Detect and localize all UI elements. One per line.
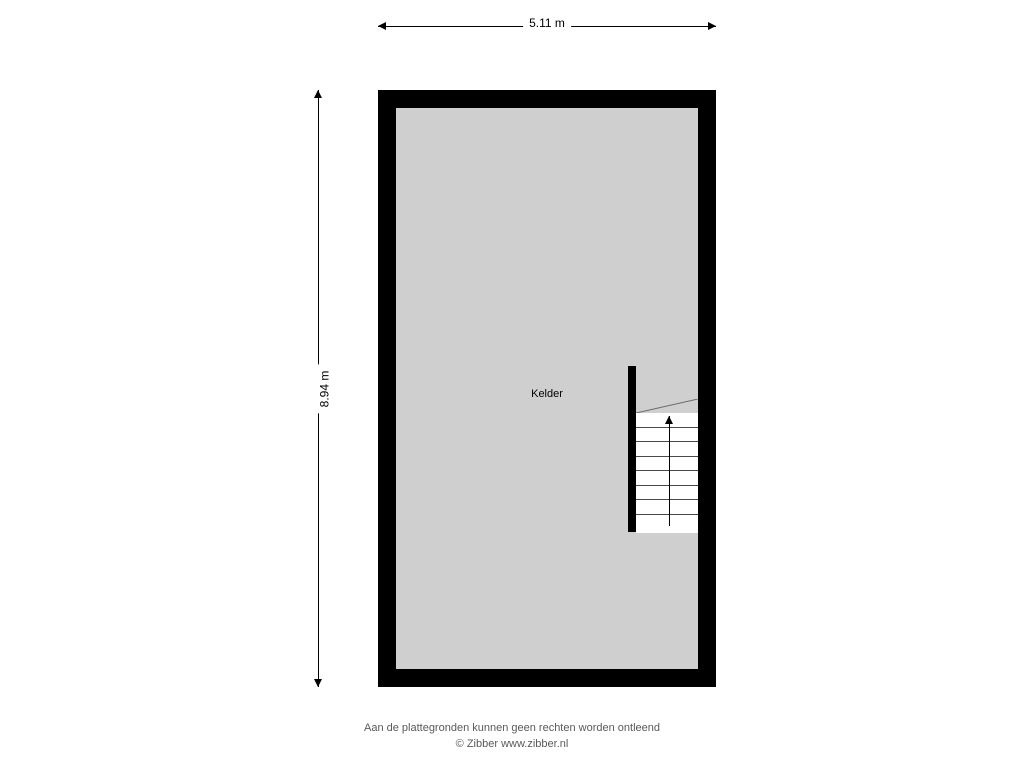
stair-step <box>636 515 698 530</box>
room-outer-wall: Kelder <box>378 90 716 687</box>
footer-line-1: Aan de plattegronden kunnen geen rechten… <box>0 721 1024 736</box>
arrow-left-icon <box>378 22 386 30</box>
dimension-left-label: 8.94 m <box>317 364 331 413</box>
stair-step <box>636 471 698 486</box>
arrow-up-icon <box>314 90 322 98</box>
footer-line-2: © Zibber www.zibber.nl <box>0 737 1024 752</box>
dimension-top-label: 5.11 m <box>523 16 571 30</box>
footer: Aan de plattegronden kunnen geen rechten… <box>0 721 1024 752</box>
room-label: Kelder <box>531 388 563 400</box>
room-floor: Kelder <box>396 108 698 669</box>
stair-partition-wall <box>628 366 636 532</box>
floorplan-canvas: 5.11 m 8.94 m Kelder <box>0 0 1024 768</box>
stair-step <box>636 486 698 501</box>
stair-step <box>636 428 698 443</box>
arrow-right-icon <box>708 22 716 30</box>
dimension-top: 5.11 m <box>378 16 716 36</box>
dimension-left: 8.94 m <box>308 90 328 687</box>
stair-step <box>636 457 698 472</box>
stair-step <box>636 500 698 515</box>
arrow-down-icon <box>314 679 322 687</box>
stair-step <box>636 442 698 457</box>
stair-direction-arrow <box>669 416 670 526</box>
stair-top-diagonal <box>636 399 698 413</box>
staircase <box>636 413 698 533</box>
